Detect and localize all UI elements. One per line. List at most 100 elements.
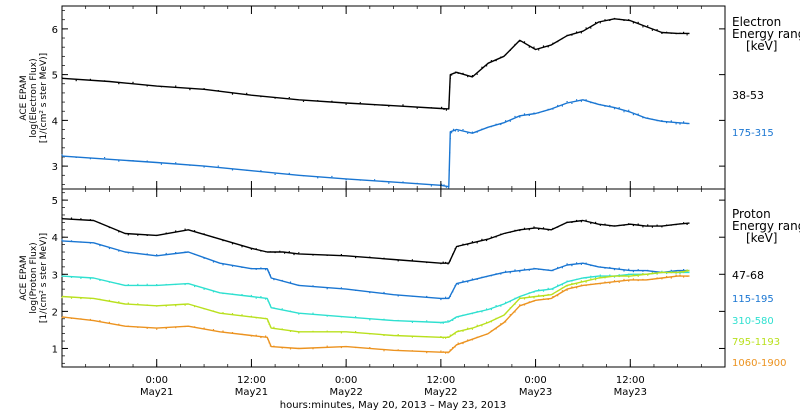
proton-series-1-point (175, 230, 177, 232)
proton-series-3-point (80, 277, 82, 279)
proton-series-3-point (165, 283, 167, 286)
proton-series-3-point (679, 272, 681, 274)
proton-series-5-point (99, 320, 101, 322)
proton-series-2-point (495, 273, 497, 275)
proton-series-3-point (203, 288, 205, 290)
electron-series-2-point (523, 113, 526, 115)
proton-series-1-point (571, 221, 573, 223)
electron-plot-frame (61, 5, 726, 190)
electron-series-1-point (246, 92, 248, 94)
proton-series-2-point (80, 241, 82, 243)
proton-series-1-point (683, 222, 685, 224)
electron-series-1-point (75, 80, 77, 82)
electron-series-1-point (132, 81, 134, 83)
electron-series-2-point (509, 120, 511, 122)
proton-series-5-point (281, 347, 283, 349)
x-tick-date-2: May21 (235, 387, 268, 398)
proton-series-1-point (203, 233, 205, 235)
proton-series-5-point (675, 274, 677, 276)
proton-series-2-point (613, 269, 616, 271)
proton-series-5-point (447, 352, 449, 354)
proton-series-1-point (284, 252, 286, 254)
proton-series-5-point (580, 284, 582, 286)
electron-series-1-point (402, 104, 404, 106)
proton-series-3-point (618, 274, 620, 276)
proton-series-4-point (538, 294, 540, 296)
electron-series-2-point (203, 166, 205, 168)
electron-legend-title-3: [keV] (746, 39, 777, 53)
proton-series-5-point (156, 328, 158, 330)
electron-series-2-point (462, 129, 464, 131)
proton-series-4-point (590, 278, 592, 280)
proton-series-2-point (566, 263, 568, 265)
x-axis: 0:00May2112:00May210:00May2212:00May220:… (85, 6, 726, 398)
proton-series-2-point (580, 263, 582, 265)
electron-series-1-point (585, 27, 587, 29)
proton-series-4-point (533, 297, 535, 299)
proton-series-3-point (599, 274, 601, 276)
proton-series-3-point (609, 274, 611, 276)
proton-series-4-point (561, 287, 563, 289)
electron-series-1-line (61, 18, 690, 110)
proton-series-5-point (452, 347, 454, 349)
proton-series-1-point (557, 226, 559, 228)
electron-series-2-point (448, 187, 450, 189)
proton-series-1-point (642, 226, 644, 228)
proton-series-1-point (70, 217, 73, 219)
electron-series-1-point (302, 100, 305, 102)
proton-legend-series-3: 310-580 (732, 316, 774, 327)
electron-series-1-point (416, 107, 418, 109)
proton-series-2-point (571, 265, 573, 267)
proton-series-1-point (80, 218, 82, 220)
electron-series-1-point (481, 66, 483, 68)
electron-series-2-point (618, 107, 620, 109)
proton-series-5-point (547, 298, 549, 300)
electron-series-1-point (476, 73, 478, 75)
electron-series-2-point (547, 108, 549, 110)
proton-series-4-point (445, 337, 447, 339)
x-tick-date-1: May21 (140, 387, 173, 398)
proton-series-4-point (268, 323, 270, 325)
proton-series-4-point (267, 321, 269, 323)
proton-series-5-point (509, 314, 511, 316)
proton-series-5-point (467, 339, 469, 341)
electron-series-1-point (260, 96, 262, 98)
electron-series-2-point (561, 105, 563, 107)
proton-series-5-point (666, 275, 668, 278)
proton-series-1-point (604, 223, 606, 225)
proton-series-3-point (486, 308, 488, 310)
electron-series-2-point (538, 112, 540, 114)
proton-series-4-point (70, 297, 73, 299)
proton-series-3-point (312, 312, 314, 314)
proton-series-3-point (452, 319, 454, 321)
proton-series-3-point (340, 316, 342, 318)
proton-series-4-point (184, 304, 186, 306)
proton-series-4-point (137, 303, 139, 305)
electron-series-2-point (656, 120, 658, 122)
proton-series-5-point (265, 335, 267, 337)
proton-series-5-point (486, 333, 488, 335)
proton-series-5-point (670, 277, 672, 279)
proton-series-4-point (595, 279, 597, 281)
proton-series-5-point (70, 317, 73, 319)
proton-series-5-point (289, 348, 292, 350)
proton-series-1-point (533, 226, 535, 228)
proton-series-5-point (471, 339, 473, 341)
electron-series-2-point (260, 170, 262, 172)
electron-series-2-point (613, 108, 616, 110)
proton-series-3-point (533, 291, 535, 293)
proton-series-3-point (661, 270, 663, 272)
proton-series-5-point (268, 342, 270, 344)
proton-series-4-point (326, 330, 328, 332)
electron-series-2-point (514, 115, 516, 118)
electron-ytick-label-4: 6 (52, 25, 58, 36)
proton-series-2-point (533, 267, 535, 269)
proton-series-1-point (454, 248, 456, 250)
proton-series-4-point (476, 324, 478, 326)
proton-series-3-point (61, 275, 63, 277)
proton-series-5-point (440, 350, 442, 352)
proton-series-3-point (471, 313, 473, 315)
proton-series-1-point (561, 224, 563, 226)
proton-series-3-point (184, 283, 186, 286)
electron-series-1-point (538, 49, 540, 51)
